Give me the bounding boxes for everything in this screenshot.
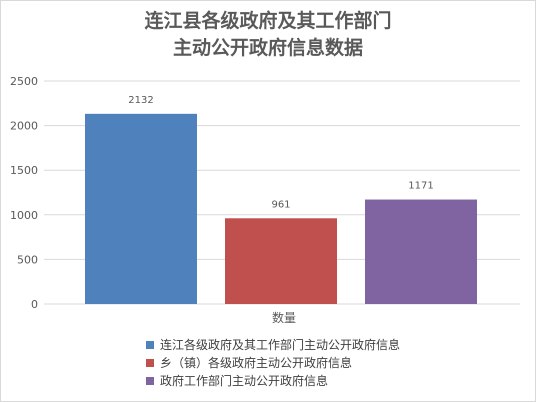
y-axis-tick-labels: 0 500 1000 1500 2000 2500 [10, 75, 38, 311]
legend-item-series-1: 连江各级政府及其工作部门主动公开政府信息 [146, 336, 400, 354]
bar-series-3 [365, 199, 477, 304]
bar-series-1 [85, 113, 197, 305]
chart-title: 连江县各级政府及其工作部门 主动公开政府信息数据 [0, 8, 536, 62]
bar-series-2 [225, 218, 337, 304]
legend-label: 乡（镇）各级政府主动公开政府信息 [160, 356, 353, 370]
x-axis-category-labels: 数量 [272, 310, 296, 325]
legend-swatch [146, 359, 154, 367]
legend-item-series-2: 乡（镇）各级政府主动公开政府信息 [146, 354, 400, 372]
data-label-series-1: 2132 [128, 95, 153, 106]
legend-swatch [146, 341, 154, 349]
legend-item-series-3: 政府工作部门主动公开政府信息 [146, 372, 400, 390]
y-tick-label: 2500 [10, 75, 38, 88]
legend: 连江各级政府及其工作部门主动公开政府信息 乡（镇）各级政府主动公开政府信息 政府工作… [146, 336, 400, 390]
y-tick-label: 2000 [10, 120, 38, 133]
x-category-label: 数量 [272, 310, 296, 325]
chart-title-line-2: 主动公开政府信息数据 [172, 37, 363, 59]
y-tick-label: 1500 [10, 164, 38, 177]
data-label-series-2: 961 [271, 199, 290, 210]
legend-label: 政府工作部门主动公开政府信息 [160, 374, 329, 388]
data-labels: 2132 961 1171 [128, 95, 433, 210]
y-tick-label: 1000 [10, 209, 38, 222]
data-label-series-3: 1171 [408, 181, 433, 192]
y-tick-label: 0 [31, 298, 38, 311]
legend-label: 连江各级政府及其工作部门主动公开政府信息 [160, 338, 401, 352]
y-tick-label: 500 [17, 253, 38, 266]
legend-swatch [146, 377, 154, 385]
chart-title-line-1: 连江县各级政府及其工作部门 [144, 10, 392, 32]
bars [85, 113, 477, 305]
